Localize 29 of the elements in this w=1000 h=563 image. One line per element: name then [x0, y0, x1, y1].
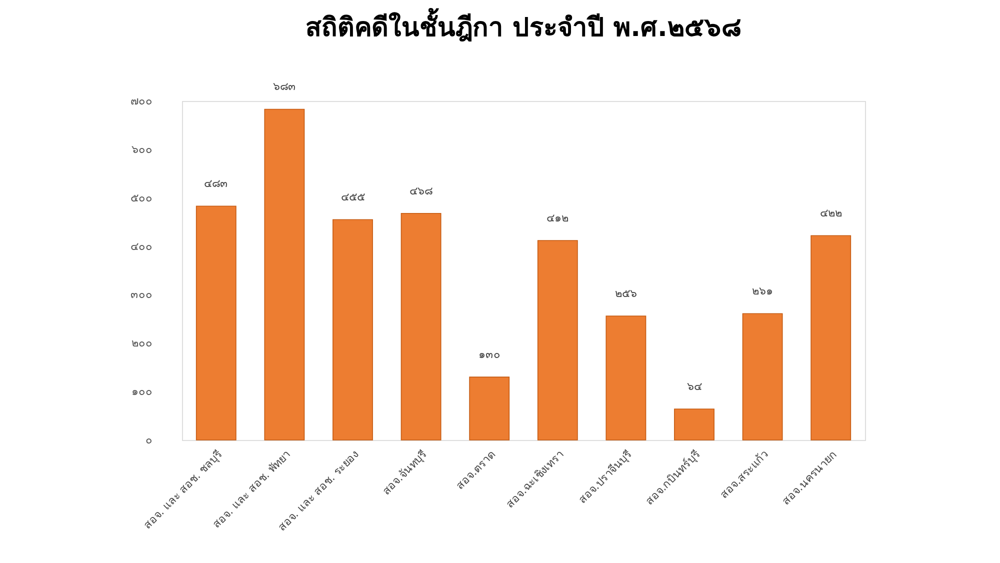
- y-tick-label: ๑๐๐: [132, 385, 152, 398]
- bar: [810, 235, 852, 440]
- y-tick-label: ๔๐๐: [130, 240, 152, 253]
- data-label: ๑๓๐: [478, 348, 500, 362]
- bar: [400, 212, 442, 440]
- data-label: ๔๑๒: [546, 211, 569, 224]
- bar: [469, 376, 510, 440]
- y-tick-label: ๓๐๐: [130, 288, 152, 302]
- data-label: ๔๖๘: [410, 184, 433, 198]
- data-label: ๖๔: [686, 380, 702, 394]
- y-tick-label: ๕๐๐: [130, 191, 152, 204]
- data-label: ๔๘๓: [204, 177, 228, 190]
- bar: [606, 316, 646, 440]
- y-tick-label: ๒๐๐: [132, 336, 152, 350]
- chart-title: สถิติคดีในชั้นฎีกา ประจำปี พ.ศ.๒๕๖๘: [306, 7, 742, 44]
- y-tick-label: ๐: [146, 434, 152, 446]
- data-label: ๔๒๒: [820, 206, 842, 220]
- data-label: ๒๖๑: [752, 284, 774, 298]
- data-label: ๒๕๖: [614, 287, 637, 300]
- data-label: ๖๘๓: [272, 80, 296, 94]
- data-label: ๔๕๕: [340, 190, 365, 204]
- bar: [196, 206, 236, 440]
- y-tick-label: ๗๐๐: [130, 94, 152, 108]
- bar: [264, 108, 305, 440]
- bar: [537, 240, 578, 440]
- bar: [332, 219, 373, 440]
- y-tick-label: ๖๐๐: [132, 142, 152, 156]
- bar: [742, 313, 783, 440]
- bar: [674, 408, 714, 440]
